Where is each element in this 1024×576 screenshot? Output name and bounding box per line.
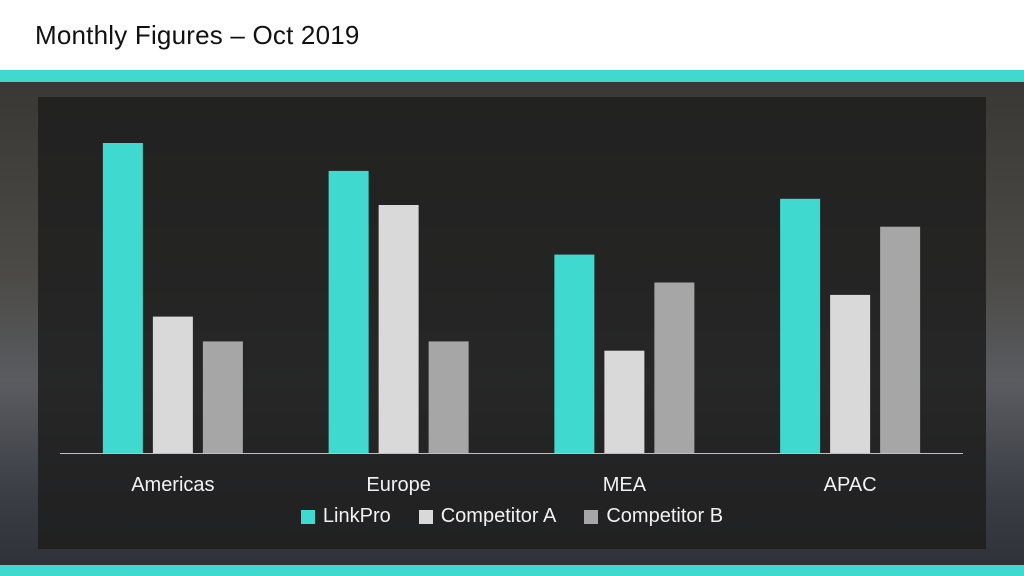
- legend-swatch: [418, 509, 433, 524]
- legend-label: Competitor B: [606, 505, 724, 527]
- chart-legend: LinkPro Competitor A Competitor B: [0, 505, 1024, 528]
- x-tick-label-mea: MEA: [603, 474, 647, 496]
- legend-item-competitor-a: Competitor A: [418, 505, 557, 528]
- bar-mea-competitor-a: [604, 350, 645, 453]
- accent-bar-bottom: [0, 565, 1024, 576]
- legend-swatch: [584, 509, 599, 524]
- bar-europe-competitor-a: [378, 205, 419, 453]
- slide-title: Monthly Figures – Oct 2019: [35, 20, 360, 50]
- bar-apac-linkpro: [780, 198, 821, 453]
- bar-apac-competitor-a: [830, 294, 871, 453]
- bar-mea-competitor-b: [654, 282, 695, 453]
- bar-europe-competitor-b: [428, 341, 469, 453]
- x-tick-label-apac: APAC: [824, 474, 877, 496]
- chart-panel: [38, 97, 986, 549]
- x-tick-label-americas: Americas: [131, 474, 214, 496]
- legend-label: Competitor A: [440, 505, 557, 527]
- bar-americas-linkpro: [102, 143, 143, 453]
- title-bar: Monthly Figures – Oct 2019: [0, 0, 1024, 70]
- bar-mea-linkpro: [554, 254, 595, 453]
- legend-swatch: [300, 509, 315, 524]
- bar-apac-competitor-b: [880, 226, 921, 453]
- x-tick-label-europe: Europe: [366, 474, 431, 496]
- legend-item-linkpro: LinkPro: [300, 505, 391, 528]
- legend-label: LinkPro: [322, 505, 391, 527]
- bar-americas-competitor-a: [152, 316, 193, 453]
- accent-bar-top: [0, 70, 1024, 82]
- bar-europe-linkpro: [328, 170, 369, 453]
- bar-americas-competitor-b: [202, 341, 243, 453]
- legend-item-competitor-b: Competitor B: [584, 505, 723, 528]
